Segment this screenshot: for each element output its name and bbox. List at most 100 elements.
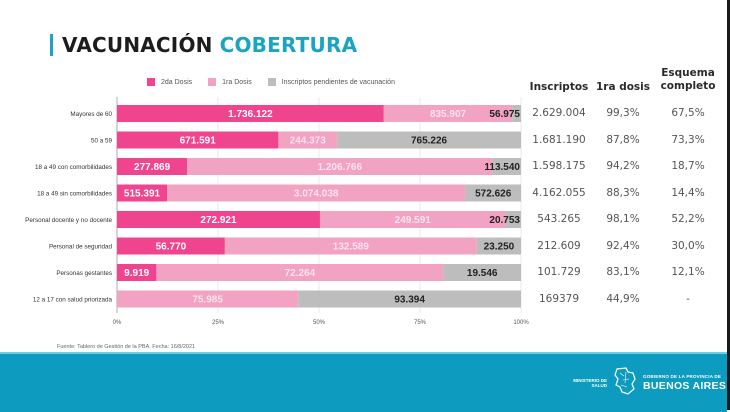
header-esquema-line2: completo [660,80,716,92]
cell-1ra-dosis: 44,9% [606,292,640,305]
cell-esquema-completo: 12,1% [671,266,705,278]
legend-swatch [208,78,217,86]
bar-segment [167,184,466,202]
category-label: 12 a 17 con salud priorizada [33,297,113,304]
cell-inscriptos: 543.265 [537,213,581,225]
cell-esquema-completo: 52,2% [671,213,705,225]
cell-esquema-completo: 67,5% [671,107,705,119]
header-esquema-line1: Esquema [661,67,715,79]
bar-segment [476,237,521,255]
source-note: Fuente: Tablero de Gestión de la PBA. Fe… [57,344,196,350]
data-label: 765.226 [411,136,448,147]
x-tick-label: 100% [513,320,529,326]
cell-inscriptos: 101.729 [537,266,581,278]
category-label: 18 a 49 con comorbilidades [35,164,112,171]
cell-esquema-completo: - [686,292,690,305]
legend-swatch [267,78,276,86]
cell-1ra-dosis: 87,8% [606,133,640,146]
category-label: Mayores de 60 [70,111,112,118]
bar-segment [224,237,477,255]
footer-band [0,352,727,412]
page-title: VACUNACIÓN COBERTURA [50,33,357,57]
cell-1ra-dosis: 83,1% [606,266,640,278]
category-label: Personal docente y no docente [25,217,112,224]
chart-legend: 2da Dosis 1ra Dosis Inscriptos pendiente… [147,78,395,86]
cell-1ra-dosis: 98,1% [606,213,640,225]
legend-item-2da-dosis: 2da Dosis [147,78,192,86]
gobierno-logo: GOBIERNO DE LA PROVINCIA DE BUENOS AIRES [643,374,726,392]
bar-segment [117,237,225,255]
x-tick-label: 0% [113,320,122,326]
bar-segment [337,131,521,149]
bar-segment [117,158,188,175]
data-label: 113.540 [484,162,520,173]
bar-segment [117,211,320,228]
cell-inscriptos: 1.681.190 [532,133,586,146]
x-tick-label: 25% [212,320,225,326]
bar-segment [117,264,157,281]
title-accent-bar [50,34,53,56]
bar-segment [492,158,521,175]
province-map-icon [614,367,636,395]
header-1ra-dosis: 1ra dosis [595,81,651,93]
data-label: 93.394 [394,295,425,306]
data-label: 249.591 [395,215,432,226]
category-label: 18 a 49 sin comorbilidades [37,191,112,198]
cell-esquema-completo: 73,3% [671,133,705,146]
data-label: 272.921 [200,215,237,226]
header-esquema: Esquema completo [656,67,720,93]
title-accent: COBERTURA [219,33,358,57]
category-label: 50 a 59 [91,138,113,145]
bar-segment [278,131,338,149]
data-label: 23.250 [484,242,515,253]
data-label: 244.373 [290,136,327,147]
cell-esquema-completo: 30,0% [671,239,705,252]
bar-segment [156,264,444,281]
frame-edge [727,0,730,410]
bar-segment [298,290,521,308]
bar-segment [319,211,506,228]
ministerio-label: MINISTERIO DE SALUD [573,378,607,388]
bar-segment [383,105,513,122]
cell-1ra-dosis: 94,2% [606,160,640,172]
gobierno-label: GOBIERNO DE LA PROVINCIA DE [643,374,722,379]
x-tick-label: 50% [313,320,326,326]
bar-segment [443,264,521,281]
legend-item-1ra-dosis: 1ra Dosis [208,78,252,86]
data-label: 56.975 [489,109,520,120]
bar-segment [117,290,299,308]
cell-1ra-dosis: 99,3% [606,107,640,119]
legend-label: 2da Dosis [161,78,193,86]
data-label: 515.391 [124,189,161,200]
data-label: 671.591 [180,136,217,147]
data-label: 75.985 [192,295,223,306]
data-label: 1.206.766 [318,162,363,173]
bar-segment [465,184,521,202]
bar-segment [117,105,384,122]
title-main: VACUNACIÓN [62,33,213,57]
legend-swatch [147,78,155,86]
cell-inscriptos: 1.598.175 [532,160,586,172]
bar-segment [117,131,279,149]
category-label: Personas gestantes [56,270,112,277]
bar-segment [512,105,521,122]
data-label: 835.907 [430,109,467,120]
data-label: 72.264 [285,268,316,279]
header-inscriptos: Inscriptos [529,81,589,93]
data-label: 20.753 [489,215,520,226]
data-label: 3.074.038 [294,189,339,200]
data-label: 9.919 [124,268,149,279]
x-tick-label: 75% [414,320,427,326]
provincia-label: BUENOS AIRES [643,380,727,392]
legend-label: 1ra Dosis [222,78,252,86]
legend-item-pendientes: Inscriptos pendientes de vacunación [267,78,395,86]
data-label: 56.770 [156,242,187,253]
bar-segment [187,158,493,175]
legend-label: Inscriptos pendientes de vacunación [281,78,395,86]
data-label: 19.546 [467,268,498,279]
cell-1ra-dosis: 92,4% [606,239,640,252]
cell-inscriptos: 4.162.055 [532,186,586,199]
data-label: 1.736.122 [228,109,273,120]
cell-inscriptos: 2.629.004 [532,107,586,119]
data-label: 132.589 [333,242,370,253]
